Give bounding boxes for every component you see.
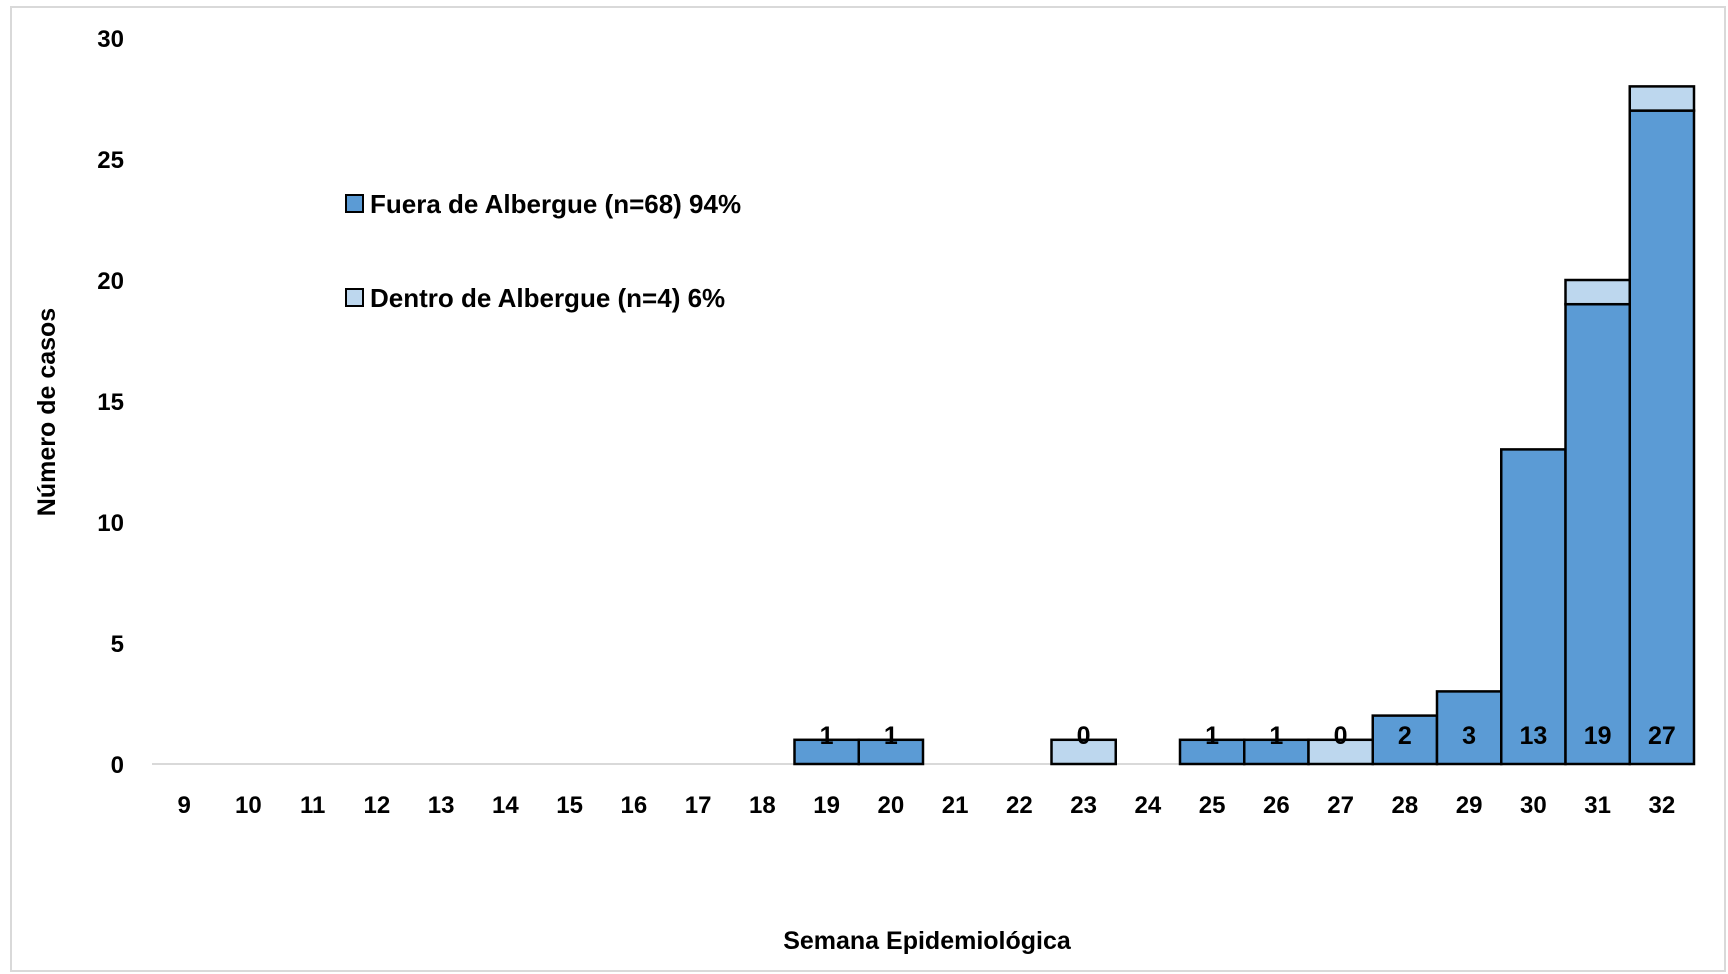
x-tick-label: 23 — [1070, 792, 1097, 819]
x-tick-label: 19 — [813, 792, 840, 819]
x-tick-label: 26 — [1263, 792, 1290, 819]
legend-label-dentro: Dentro de Albergue (n=4) 6% — [370, 283, 725, 313]
x-tick-label: 13 — [428, 792, 455, 819]
y-tick-label: 25 — [97, 147, 124, 174]
legend: Fuera de Albergue (n=68) 94% Dentro de A… — [345, 189, 741, 313]
x-tick-label: 25 — [1199, 792, 1226, 819]
x-tick-label: 21 — [942, 792, 969, 819]
x-axis-title: Semana Epidemiológica — [783, 927, 1072, 955]
bar-dentro-23 — [1050, 738, 1117, 766]
data-label: 1 — [1269, 722, 1283, 750]
y-tick-label: 10 — [97, 510, 124, 537]
data-label: 0 — [1077, 722, 1091, 750]
bar-dentro-31 — [1564, 278, 1631, 306]
x-tick-label: 22 — [1006, 792, 1033, 819]
x-tick-label: 10 — [235, 792, 262, 819]
data-label: 0 — [1334, 722, 1348, 750]
x-tick-label: 20 — [878, 792, 905, 819]
legend-swatch-dentro — [345, 288, 364, 307]
data-label: 13 — [1519, 722, 1547, 750]
x-tick-label: 32 — [1649, 792, 1676, 819]
data-label: 2 — [1398, 722, 1412, 750]
x-tick-label: 9 — [177, 792, 190, 819]
bar-fuera-30 — [1500, 448, 1567, 766]
x-tick-label: 16 — [621, 792, 648, 819]
data-label: 1 — [1205, 722, 1219, 750]
y-axis-ticks: 0 5 10 15 20 25 30 — [97, 26, 124, 779]
data-label: 19 — [1584, 722, 1612, 750]
legend-label-fuera: Fuera de Albergue (n=68) 94% — [370, 189, 741, 219]
x-tick-label: 18 — [749, 792, 776, 819]
x-tick-label: 17 — [685, 792, 712, 819]
bar-dentro-32 — [1628, 85, 1696, 112]
x-tick-label: 12 — [364, 792, 391, 819]
y-tick-label: 5 — [111, 631, 124, 658]
y-tick-label: 30 — [97, 26, 124, 53]
x-tick-label: 28 — [1392, 792, 1419, 819]
x-tick-label: 24 — [1135, 792, 1162, 819]
data-label: 3 — [1462, 722, 1476, 750]
x-axis-ticks: 9 10 11 12 13 14 15 16 17 18 19 20 21 22 23 24 25 26 27 28 2… — [177, 792, 1675, 819]
y-axis-title: Número de casos — [33, 308, 61, 516]
x-tick-label: 14 — [492, 792, 519, 819]
y-tick-label: 0 — [111, 752, 124, 779]
bar-fuera-32 — [1628, 109, 1696, 766]
data-labels: 1 1 0 1 1 0 2 3 13 19 27 — [820, 722, 1676, 750]
x-tick-label: 30 — [1520, 792, 1547, 819]
data-label: 27 — [1648, 722, 1676, 750]
y-tick-label: 20 — [97, 268, 124, 295]
x-tick-label: 31 — [1584, 792, 1611, 819]
chart-frame — [10, 6, 1726, 972]
bar-fuera-31 — [1564, 302, 1631, 766]
x-tick-label: 15 — [556, 792, 583, 819]
bars — [793, 85, 1696, 766]
y-tick-label: 15 — [97, 389, 124, 416]
bar-fuera-29 — [1435, 690, 1503, 766]
legend-swatch-fuera — [345, 194, 364, 213]
x-tick-label: 11 — [300, 792, 325, 819]
x-tick-label: 29 — [1456, 792, 1483, 819]
x-tick-label: 27 — [1327, 792, 1354, 819]
data-label: 1 — [820, 722, 834, 750]
bar-fuera-20 — [857, 738, 925, 766]
data-label: 1 — [884, 722, 898, 750]
